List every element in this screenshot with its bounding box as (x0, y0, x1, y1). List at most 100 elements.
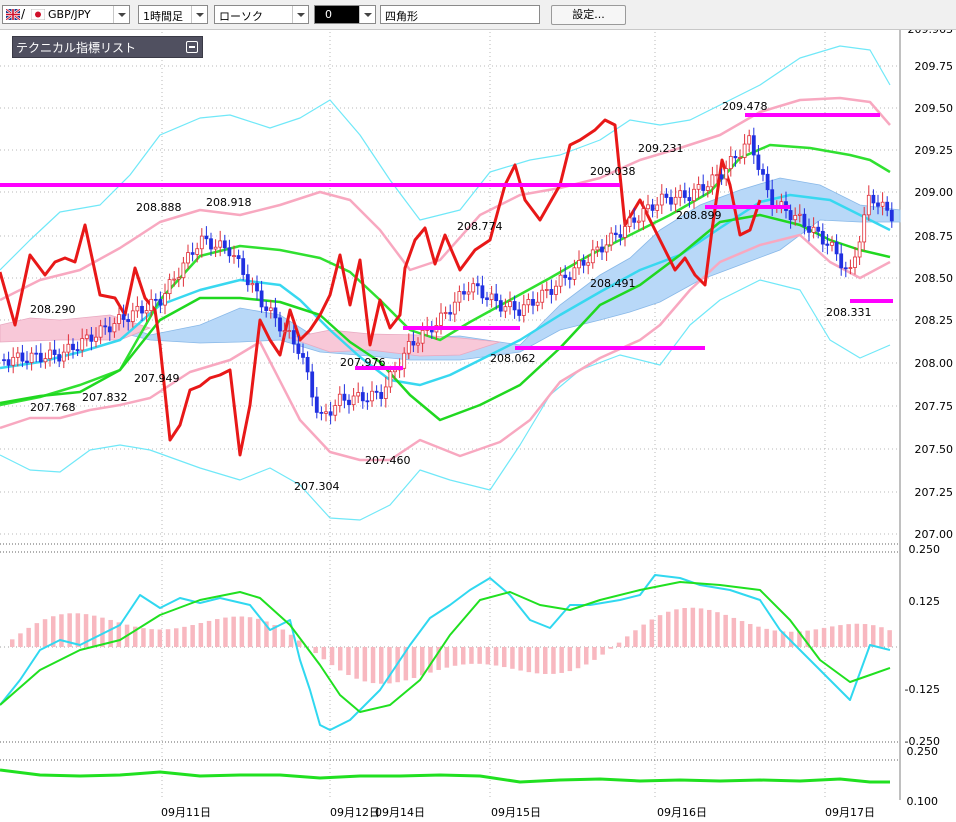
candle-body (802, 213, 807, 227)
candle-body (236, 255, 241, 260)
chart-type-select[interactable]: ローソク (214, 5, 309, 24)
moving-average (0, 143, 891, 407)
candle-body (264, 306, 269, 311)
candle-body (705, 186, 710, 191)
candle-body (11, 356, 16, 366)
candle-body (98, 325, 103, 338)
candle-body (126, 319, 131, 322)
candle-body (167, 279, 172, 295)
price-label: 209.478 (722, 100, 768, 113)
candle-body (301, 353, 305, 358)
macd-histogram-bar (567, 647, 573, 672)
candle-body (811, 226, 816, 233)
macd-histogram-bar (608, 647, 614, 649)
candle-body (439, 312, 443, 326)
candle-body (710, 174, 715, 188)
macd-axis-label: -0.125 (905, 683, 940, 696)
chevron-down-icon[interactable] (359, 6, 375, 23)
macd-histogram-bar (518, 647, 523, 671)
macd-histogram-bar (879, 627, 884, 647)
chevron-down-icon[interactable] (113, 6, 129, 23)
candle-body (715, 174, 719, 177)
chevron-down-icon[interactable] (191, 6, 207, 23)
macd-histogram-bar (461, 647, 466, 665)
drawing-tool-label: 四角形 (385, 10, 418, 23)
macd-histogram-bar (182, 626, 187, 647)
candle-body (176, 277, 181, 280)
date-axis-label: 09月16日 (657, 806, 707, 819)
color-select[interactable]: 0 (314, 5, 376, 24)
price-label: 209.038 (590, 165, 636, 178)
candle-body (406, 341, 411, 354)
candle-body (291, 330, 296, 345)
candle-body (876, 202, 880, 207)
candle-body (199, 235, 204, 250)
macd-histogram-bar (616, 642, 622, 647)
macd-histogram-bar (584, 647, 589, 665)
candle-body (319, 411, 324, 414)
candle-body (172, 278, 177, 281)
candle-body (871, 194, 876, 204)
macd-histogram-bar (600, 647, 605, 655)
candle-body (765, 173, 770, 191)
macd-histogram-bar (698, 608, 704, 647)
candle-body (314, 396, 319, 413)
candle-body (531, 299, 535, 306)
macd-histogram-bar (83, 614, 89, 647)
candle-body (696, 184, 701, 190)
macd-histogram-bar (346, 647, 351, 676)
candle-body (393, 369, 397, 373)
candle-body (75, 349, 80, 351)
macd-histogram-bar (862, 624, 868, 647)
price-label: 208.899 (676, 209, 722, 222)
bollinger-outer-upper (0, 45, 891, 271)
minimize-icon[interactable] (186, 41, 198, 53)
candle-body (305, 356, 310, 373)
macd-histogram-bar (215, 619, 220, 647)
macd-histogram-bar (354, 647, 359, 679)
candle-body (646, 204, 650, 210)
candle-body (747, 135, 752, 145)
candle-body (494, 293, 499, 302)
candle-body (466, 291, 471, 295)
price-chart[interactable]: 208.888 208.918 208.290 207.949 207.768 207.8… (0, 30, 956, 822)
timeframe-select[interactable]: 1時間足 (138, 5, 208, 24)
candle-body (457, 291, 462, 303)
settings-button[interactable]: 設定... (551, 5, 626, 25)
candle-body (728, 156, 733, 169)
candle-body (38, 352, 43, 363)
candle-body (135, 305, 140, 312)
candle-body (278, 317, 282, 332)
macd-histogram-bar (707, 609, 712, 647)
macd-line (0, 574, 891, 731)
chevron-down-icon[interactable] (292, 6, 308, 23)
candle-body (25, 360, 29, 363)
candle-body (310, 371, 315, 398)
macd-panel (0, 574, 892, 731)
candle-body (724, 168, 729, 180)
candle-body (140, 305, 144, 314)
moving-average-slow (0, 213, 891, 422)
symbol-select[interactable]: / GBP/JPY (2, 5, 130, 24)
candle-body (650, 204, 655, 211)
candle-body (830, 241, 834, 246)
candle-body (48, 349, 52, 359)
indicator-list-panel[interactable]: テクニカル指標リスト (12, 36, 203, 58)
drawing-tool-field[interactable]: 四角形 (380, 5, 540, 24)
candle-body (669, 197, 673, 205)
price-label: 208.331 (826, 306, 872, 319)
candle-body (770, 189, 775, 208)
candle-body (103, 325, 108, 328)
candle-body (181, 262, 186, 279)
candle-body (130, 310, 135, 322)
candle-body (15, 352, 20, 358)
candle-body (370, 390, 374, 402)
candle-body (503, 306, 508, 312)
candle-body (347, 399, 351, 406)
macd-histogram-bar (493, 647, 499, 666)
indicator-list-title: テクニカル指標リスト (16, 41, 137, 55)
macd-histogram-bar (485, 647, 491, 665)
candle-body (475, 283, 480, 287)
candle-body (204, 235, 209, 240)
macd-histogram-bar (731, 617, 737, 647)
